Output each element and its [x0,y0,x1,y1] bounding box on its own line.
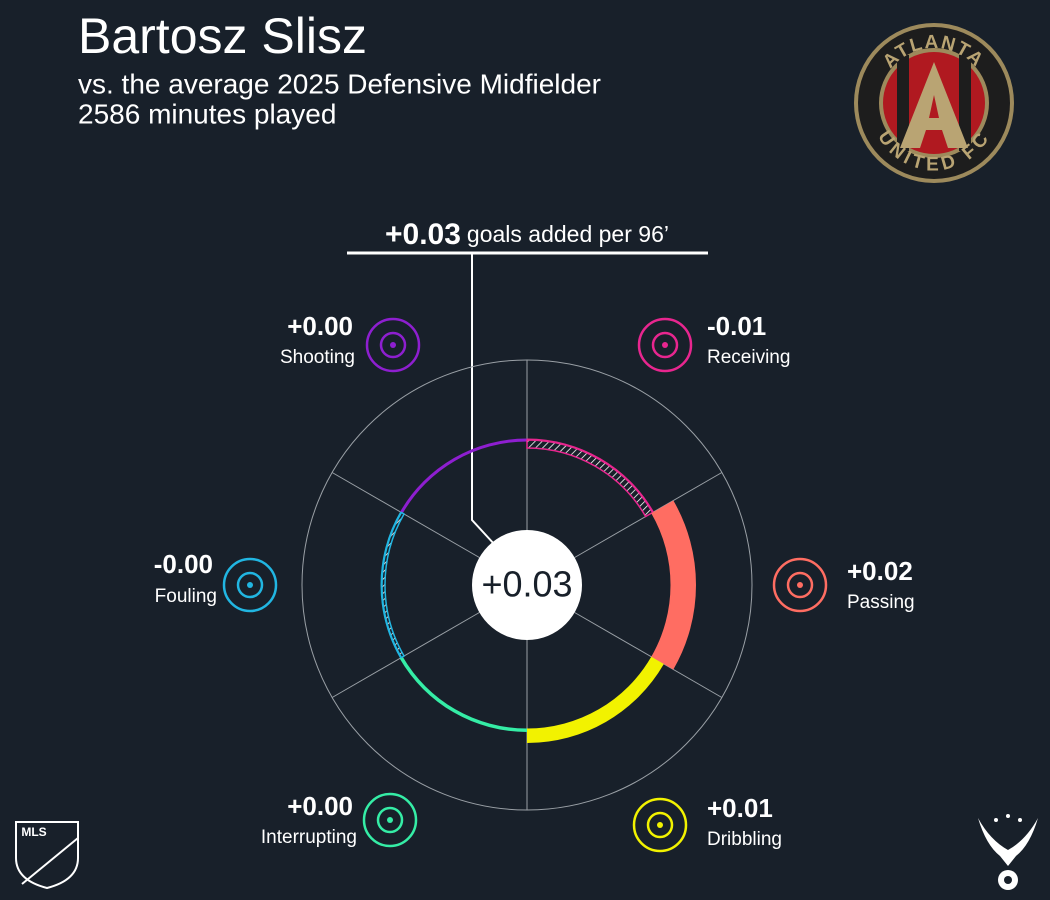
sector-line [331,612,480,698]
icon-dot [247,582,253,588]
total-header-caption: goals added per 96’ [467,221,669,247]
icon-outer [637,317,693,373]
chart-title: Bartosz Slisz [78,8,367,64]
icon-inner [786,571,814,599]
category-label: Shooting [280,347,355,368]
icon-dot [797,582,803,588]
center-disc [472,530,582,640]
value-label: +0.01 [707,793,773,823]
center-total: +0.03 [481,564,572,605]
category-icon [365,317,421,373]
icon-dot [390,342,396,348]
category-icon [632,797,688,853]
icon-inner [236,571,264,599]
icon-outer [365,317,421,373]
category-label: Receiving [707,347,790,368]
sector-line [574,612,723,698]
league-logo: MLS [15,821,79,890]
total-header-value: +0.03 [385,218,461,251]
baseline-arc [400,438,527,514]
connector [471,253,496,546]
icon-dot [657,822,663,828]
icon-dot [387,817,393,823]
category-label: Dribbling [707,829,782,850]
category-label: Passing [847,592,915,613]
value-label: -0.00 [154,549,213,579]
subtitle: 2586 minutes played [78,98,336,129]
bar [381,511,406,659]
baseline-arc [527,438,654,514]
category-icon [222,557,278,613]
brand-logo [978,814,1038,890]
value-label: +0.00 [287,311,353,341]
value-label: +0.02 [847,556,913,586]
icon-outer [632,797,688,853]
category-label: Fouling [155,586,217,607]
bar [400,439,527,513]
category-icon [772,557,828,613]
bar [652,500,696,670]
bar [527,657,664,743]
category-icon [637,317,693,373]
league-logo-text: MLS [21,825,46,839]
icon-inner [651,331,679,359]
icon-dot [662,342,668,348]
icon-outer [772,557,828,613]
icon-outer [222,557,278,613]
bar [526,439,654,518]
value-label: +0.00 [287,791,353,821]
club-logo: ATLANTA UNITED FC [854,23,1014,183]
icon-inner [646,811,674,839]
category-icon [362,792,418,848]
value-label: -0.01 [707,311,766,341]
icon-inner [376,806,404,834]
total-header: +0.03 goals added per 96’ [385,218,669,251]
bar [399,657,527,732]
sector-line [331,472,480,558]
icon-inner [379,331,407,359]
subtitle: vs. the average 2025 Defensive Midfielde… [78,68,601,99]
icon-outer [362,792,418,848]
category-label: Interrupting [261,827,357,848]
